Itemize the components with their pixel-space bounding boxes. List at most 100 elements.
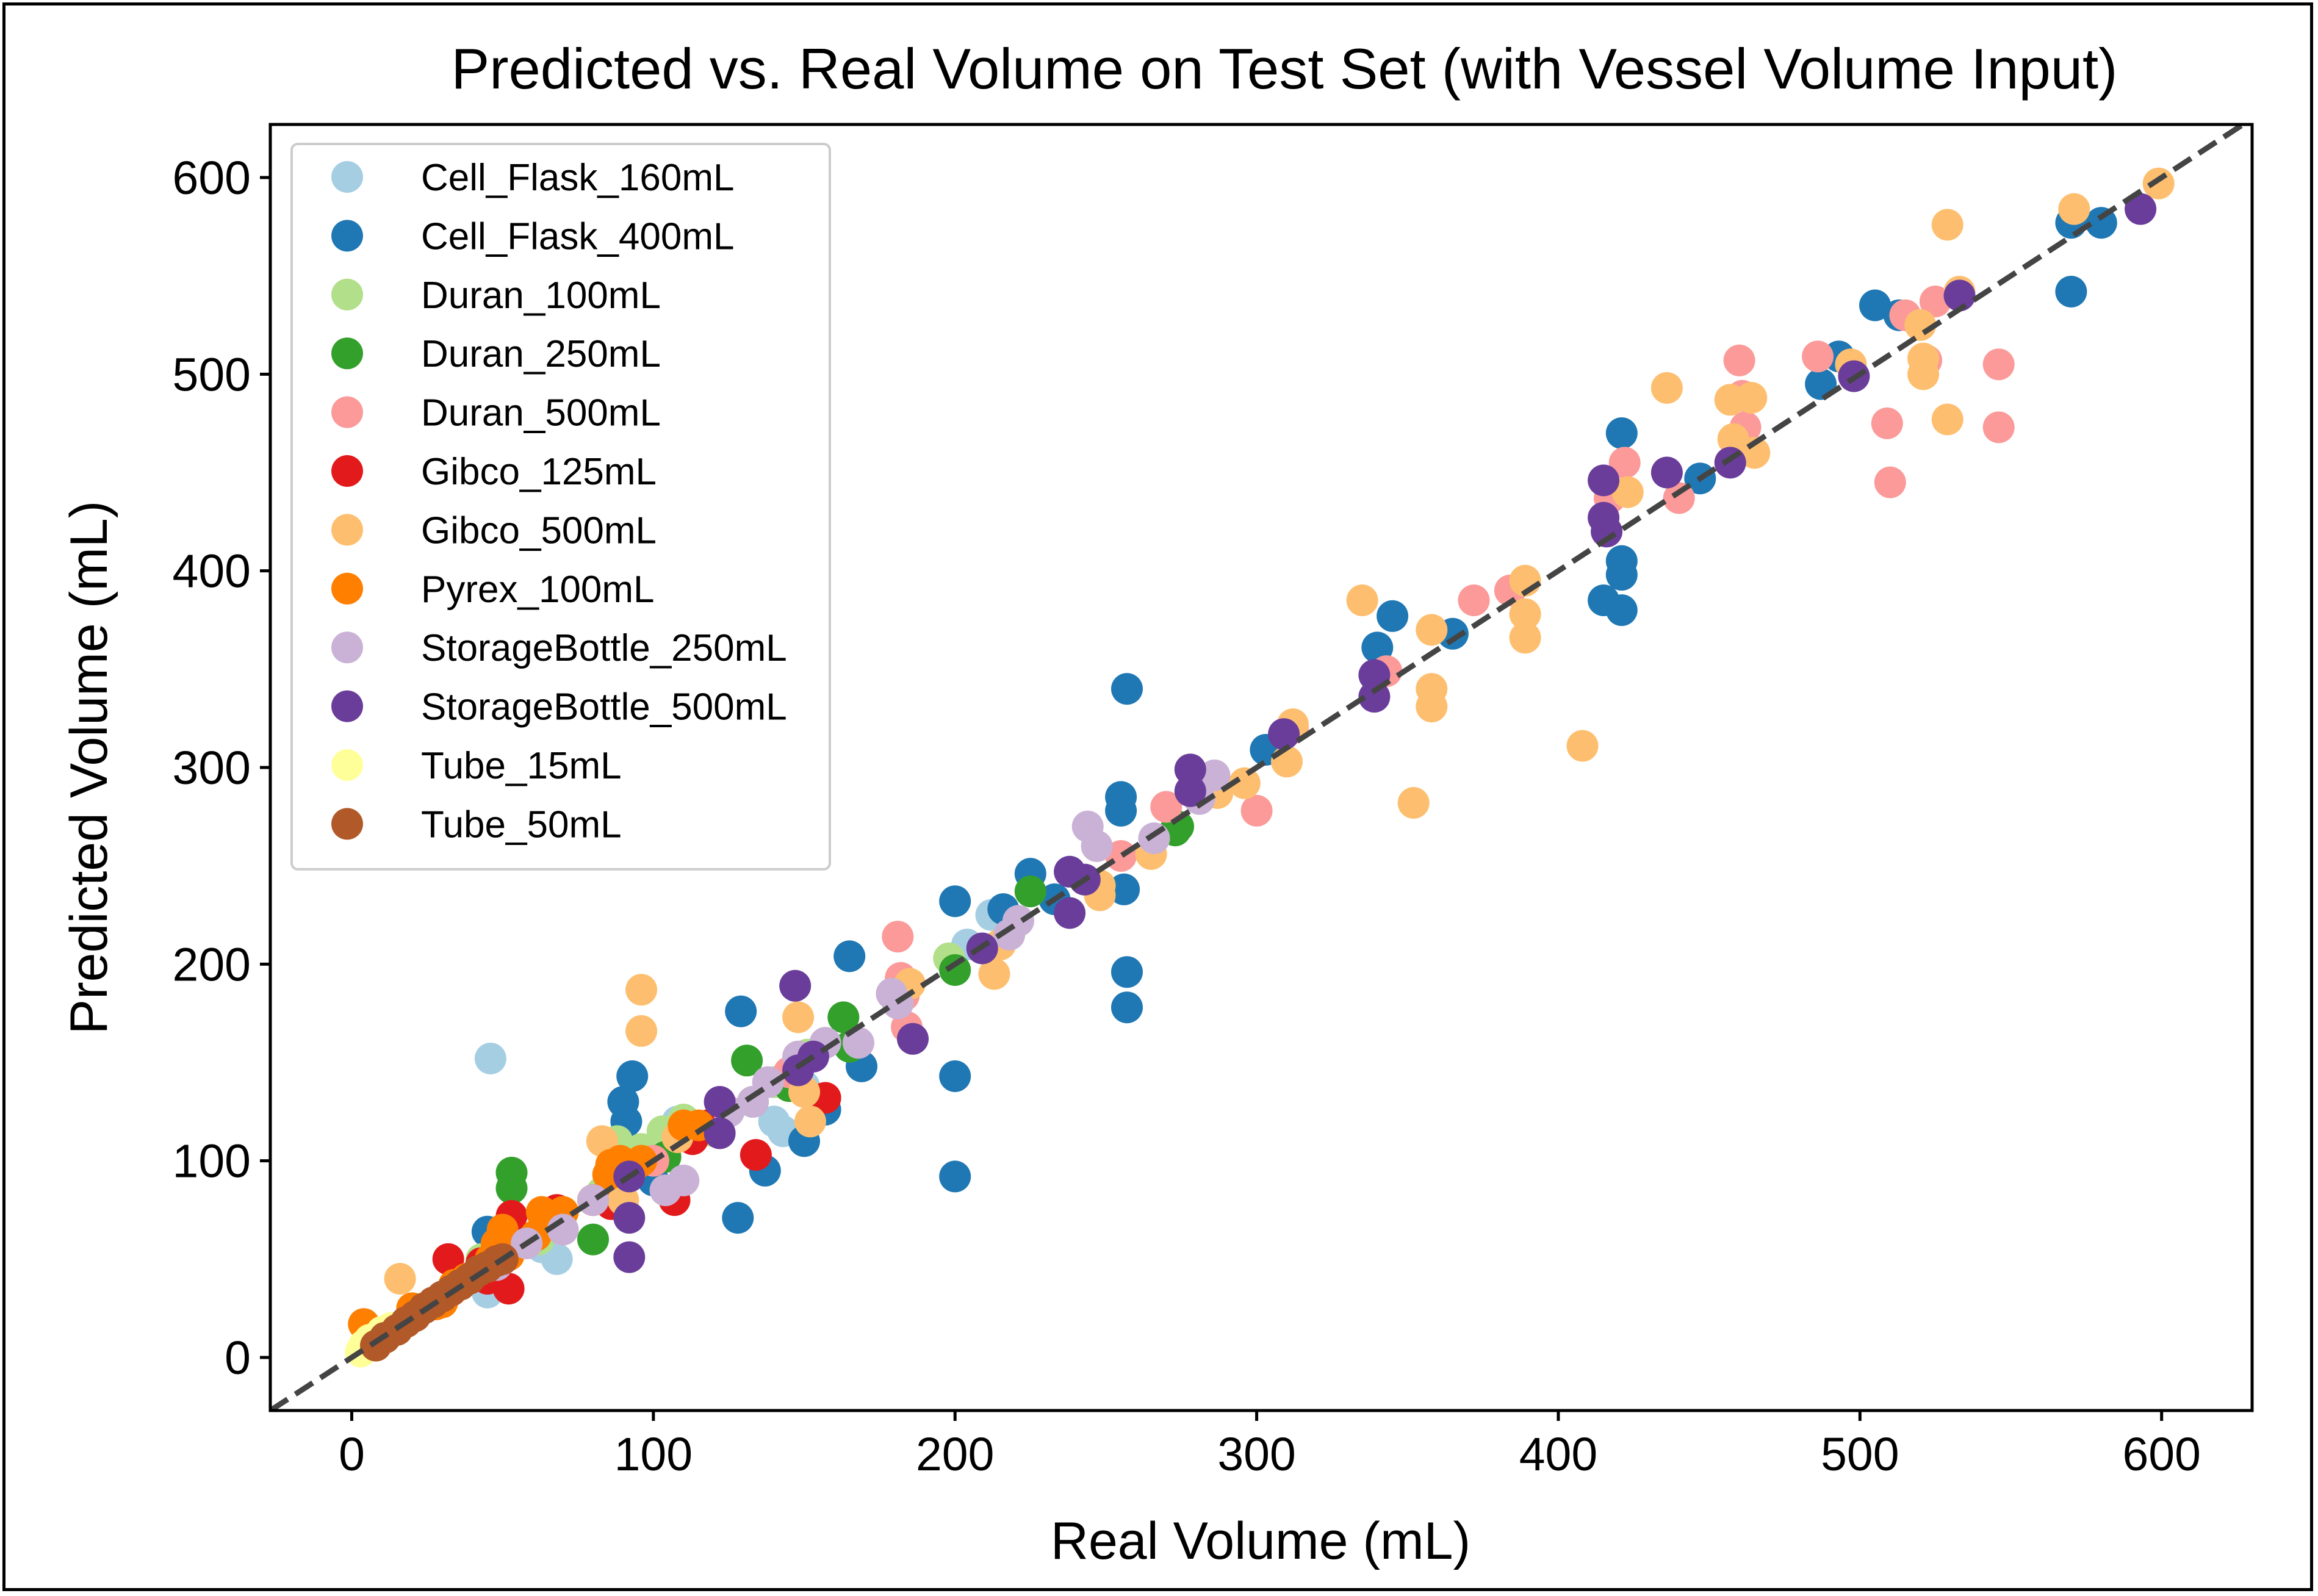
legend-marker-9 <box>331 690 363 722</box>
plot-area <box>270 124 2248 1411</box>
point-1-7 <box>722 1202 754 1234</box>
point-6-8 <box>794 1105 826 1138</box>
point-4-21 <box>1871 407 1903 439</box>
point-1-15 <box>939 1160 971 1193</box>
point-3-7 <box>827 1001 860 1033</box>
point-6-22 <box>1416 691 1448 723</box>
point-8-3 <box>577 1184 609 1217</box>
point-1-36 <box>1859 289 1891 322</box>
point-1-23 <box>1111 991 1143 1024</box>
legend: Cell_Flask_160mL Cell_Flask_400mL Duran_10… <box>290 143 831 871</box>
point-5-10 <box>740 1139 772 1171</box>
legend-label-9: StorageBottle_500mL <box>421 686 787 728</box>
y-tick-label-3: 300 <box>173 742 251 794</box>
point-8-18 <box>1138 822 1170 854</box>
point-3-9 <box>939 954 971 986</box>
point-6-24 <box>1509 598 1541 630</box>
point-6-20 <box>1416 614 1448 646</box>
x-tick-label-4: 400 <box>1519 1428 1597 1481</box>
x-tick-label-6: 600 <box>2122 1428 2200 1481</box>
point-1-3 <box>616 1060 649 1092</box>
point-8-5 <box>668 1164 700 1196</box>
legend-marker-5 <box>331 455 363 487</box>
point-1-41 <box>1108 873 1140 905</box>
x-tick-label-2: 200 <box>916 1428 994 1481</box>
point-9-20 <box>1591 516 1623 548</box>
point-9-2 <box>613 1241 646 1273</box>
point-6-37 <box>1931 209 1963 241</box>
legend-label-6: Gibco_500mL <box>421 509 657 552</box>
y-tick-label-5: 500 <box>173 348 251 401</box>
point-1-20 <box>1105 794 1137 827</box>
legend-label-1: Cell_Flask_400mL <box>421 215 734 257</box>
legend-marker-3 <box>331 337 363 370</box>
legend-label-11: Tube_50mL <box>421 803 622 846</box>
point-9-24 <box>1943 279 1976 312</box>
point-1-31 <box>1605 559 1638 591</box>
point-1-14 <box>939 1060 971 1092</box>
point-1-39 <box>2055 276 2087 307</box>
x-tick-label-5: 500 <box>1821 1428 1899 1481</box>
point-1-29 <box>1605 417 1638 449</box>
legend-marker-0 <box>331 161 363 193</box>
point-4-27 <box>1982 411 2015 444</box>
point-4-15 <box>1608 447 1641 479</box>
point-6-18 <box>1346 584 1378 616</box>
point-3-1 <box>495 1172 528 1204</box>
point-9-22 <box>1714 447 1746 479</box>
point-6-15 <box>1228 767 1261 799</box>
x-axis-label: Real Volume (mL) <box>1051 1512 1470 1570</box>
point-1-26 <box>1377 600 1409 632</box>
point-6-40 <box>2058 193 2090 225</box>
legend-label-3: Duran_250mL <box>421 333 661 375</box>
legend-box <box>290 143 831 871</box>
legend-marker-10 <box>331 749 363 781</box>
point-9-1 <box>613 1202 646 1234</box>
point-6-41 <box>2142 167 2175 200</box>
point-1-6 <box>725 995 757 1027</box>
legend-label-8: StorageBottle_250mL <box>421 627 787 669</box>
legend-marker-11 <box>331 808 363 840</box>
legend-label-7: Pyrex_100mL <box>421 569 655 611</box>
y-axis-label: Predicted Volume (mL) <box>60 501 118 1035</box>
legend-marker-7 <box>331 572 363 605</box>
point-3-10 <box>1014 875 1046 908</box>
point-6-26 <box>1566 730 1599 762</box>
point-6-36 <box>1907 342 1940 375</box>
point-4-20 <box>1802 340 1834 373</box>
point-6-19 <box>1397 787 1430 819</box>
point-1-13 <box>939 885 971 918</box>
legend-label-4: Duran_500mL <box>421 392 661 434</box>
point-1-11 <box>833 940 866 972</box>
y-tick-label-6: 600 <box>173 152 251 204</box>
point-6-34 <box>1904 309 1937 341</box>
point-4-17 <box>1723 344 1755 376</box>
point-6-28 <box>1650 372 1683 404</box>
point-4-22 <box>1874 466 1906 498</box>
point-9-21 <box>1650 456 1683 489</box>
point-9-25 <box>2125 193 2157 225</box>
point-3-4 <box>731 1044 763 1077</box>
y-tick-label-4: 400 <box>173 545 251 598</box>
identity-line <box>270 124 2248 1411</box>
point-0-0 <box>474 1043 506 1074</box>
point-6-25 <box>1509 622 1541 654</box>
point-6-38 <box>1931 403 1963 436</box>
chart-title: Predicted vs. Real Volume on Test Set (w… <box>452 37 2118 101</box>
point-6-6 <box>782 1001 815 1033</box>
x-tick-label-1: 100 <box>614 1428 693 1481</box>
point-9-18 <box>1588 464 1620 497</box>
point-6-10 <box>978 958 1010 990</box>
point-6-0 <box>384 1263 416 1295</box>
point-9-14 <box>1174 775 1206 807</box>
axis-ticks: 0 100 200 300 400 500 600 0 100 200 300 400 500 600 <box>173 152 2201 1481</box>
legend-label-10: Tube_15mL <box>421 745 622 787</box>
x-tick-label-3: 300 <box>1217 1428 1295 1481</box>
point-4-28 <box>1150 791 1182 823</box>
point-6-27 <box>1611 476 1644 508</box>
legend-label-0: Cell_Flask_160mL <box>421 157 734 199</box>
x-tick-label-0: 0 <box>339 1428 365 1481</box>
legend-label-5: Gibco_125mL <box>421 451 657 493</box>
